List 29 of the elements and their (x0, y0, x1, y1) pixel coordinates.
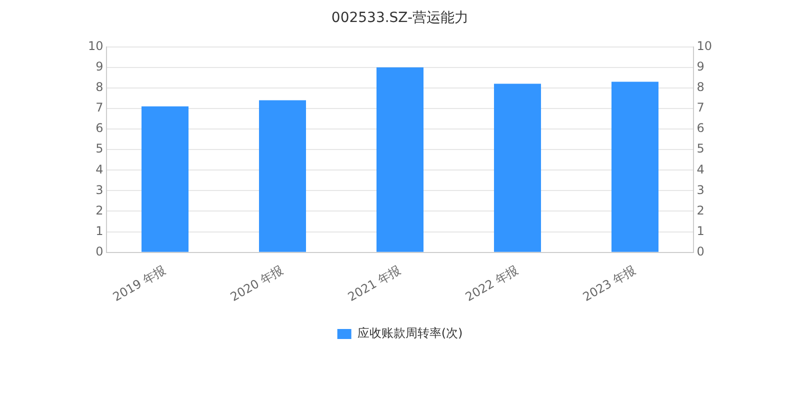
y-tick-label: 9 (96, 59, 104, 74)
y2-tick-label: 6 (696, 121, 704, 136)
bar (611, 82, 658, 252)
bar (142, 106, 189, 252)
y2-tick-label: 10 (696, 38, 712, 53)
y-tick-label: 1 (96, 224, 104, 238)
chart-title: 002533.SZ-营运能力 (331, 10, 469, 26)
bar (259, 100, 306, 252)
y-tick-label: 2 (96, 203, 104, 218)
y2-tick-label: 4 (696, 162, 704, 176)
bar (494, 84, 541, 252)
y-tick-label: 7 (96, 100, 104, 115)
y2-tick-label: 3 (696, 182, 704, 197)
y2-tick-label: 7 (696, 100, 704, 115)
legend-label: 应收账款周转率(次) (357, 326, 463, 340)
y-tick-label: 6 (96, 121, 104, 136)
y2-tick-label: 5 (696, 142, 704, 156)
y2-tick-label: 9 (696, 59, 704, 74)
y2-tick-label: 0 (696, 244, 704, 258)
y-tick-label: 4 (96, 162, 104, 176)
y-tick-label: 3 (96, 182, 104, 197)
y2-tick-label: 2 (696, 203, 704, 218)
bar (376, 67, 424, 252)
y2-tick-label: 8 (696, 80, 704, 94)
y-tick-label: 5 (96, 142, 104, 156)
y2-tick-label: 1 (696, 224, 704, 238)
y-tick-label: 0 (96, 244, 104, 258)
y-tick-label: 10 (88, 38, 104, 53)
y-tick-label: 8 (96, 80, 104, 94)
